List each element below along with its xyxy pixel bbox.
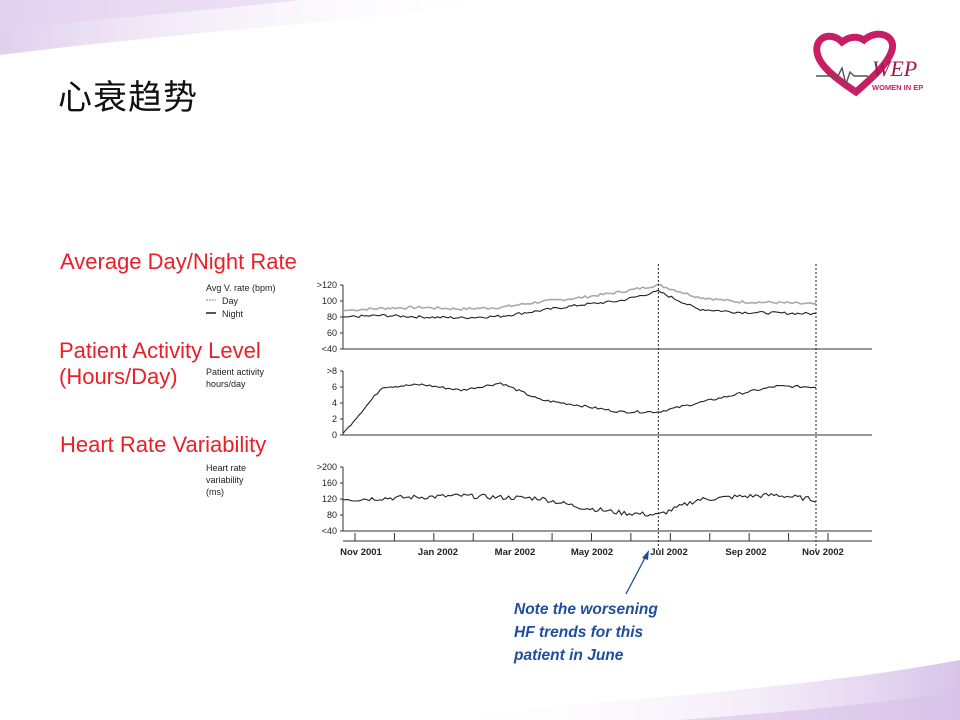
y-tick-label-rate: 80 [327, 312, 337, 322]
y-label-rate: Avg V. rate (bpm) [206, 283, 276, 293]
y-tick-label-activity: 6 [332, 382, 337, 392]
annotation-line-1: Note the worsening [514, 601, 658, 618]
page-title: 心衰趋势 [58, 78, 198, 118]
y-tick-label-hrv: <40 [322, 526, 337, 536]
y-tick-label-rate: 100 [322, 296, 337, 306]
y-label-hrv: (ms) [206, 487, 224, 497]
y-tick-label-activity: >8 [327, 366, 337, 376]
y-tick-label-rate: 60 [327, 328, 337, 338]
x-tick-label: Jul 2002 [650, 547, 688, 558]
annotation-line-2: HF trends for this [514, 624, 644, 641]
y-tick-label-hrv: 120 [322, 494, 337, 504]
svg-text:WOMEN IN EP: WOMEN IN EP [872, 83, 923, 92]
y-tick-label-activity: 2 [332, 414, 337, 424]
y-tick-label-rate: >120 [317, 280, 337, 290]
y-label-activity: hours/day [206, 379, 246, 389]
x-tick-label: May 2002 [571, 547, 613, 558]
series-line-hrv [342, 492, 817, 517]
label-hrv: Heart Rate Variability [60, 432, 267, 457]
legend-label-night: Night [222, 309, 244, 319]
series-line-rate-night [342, 289, 816, 320]
annotation-arrow [625, 550, 649, 595]
label-activity-level: Patient Activity Level (Hours/Day) [59, 338, 261, 390]
x-tick-label: Sep 2002 [725, 547, 766, 558]
series-line-activity [342, 382, 817, 434]
x-tick-label: Jan 2002 [418, 547, 458, 558]
y-tick-label-rate: <40 [322, 344, 337, 354]
y-tick-label-hrv: 160 [322, 478, 337, 488]
heart-icon [813, 30, 897, 97]
x-tick-label: Nov 2001 [340, 547, 382, 558]
y-tick-label-activity: 4 [332, 398, 337, 408]
series-line-rate-day [342, 283, 817, 312]
label-average-rate: Average Day/Night Rate [60, 249, 297, 274]
annotation-note: Note the worsening HF trends for this pa… [514, 598, 714, 667]
legend-label-day: Day [222, 296, 239, 306]
x-tick-label: Nov 2002 [802, 547, 844, 558]
y-tick-label-hrv: 80 [327, 510, 337, 520]
y-label-activity: Patient activity [206, 367, 265, 377]
y-tick-label-activity: 0 [332, 430, 337, 440]
women-in-ep-logo: WEP WOMEN IN EP [813, 30, 923, 97]
y-tick-label-hrv: >200 [317, 462, 337, 472]
x-tick-label: Mar 2002 [495, 547, 536, 558]
y-label-hrv: variability [206, 475, 244, 485]
svg-text:WEP: WEP [872, 56, 917, 81]
y-label-hrv: Heart rate [206, 463, 246, 473]
label-activity-line1: Patient Activity Level [59, 338, 261, 363]
annotation-line-3: patient in June [514, 647, 624, 664]
label-activity-line2: (Hours/Day) [59, 364, 178, 389]
